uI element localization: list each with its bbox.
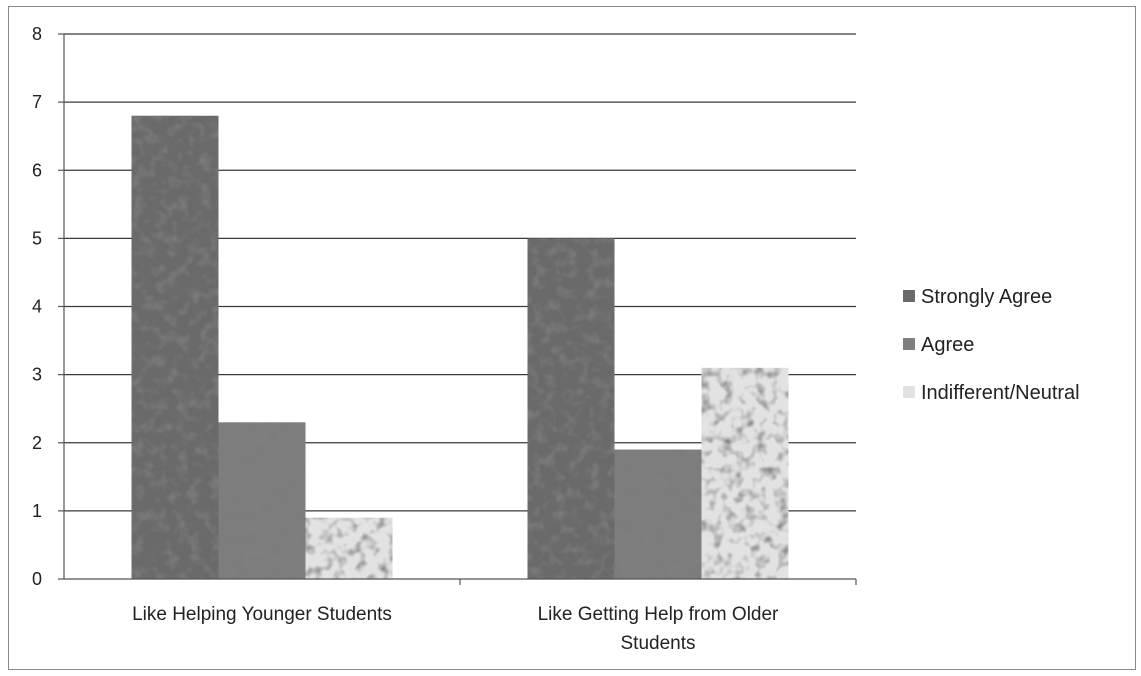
legend-label-strongly-agree: Strongly Agree bbox=[921, 286, 1052, 308]
legend: Strongly Agree Agree Indifferent/Neutral bbox=[903, 286, 1080, 404]
bar-agree-cat1 bbox=[218, 422, 306, 579]
y-tick-label-6: 6 bbox=[32, 160, 42, 180]
x-category-label-2-line-2: Students bbox=[621, 633, 696, 654]
bar-strongly-agree-cat2 bbox=[527, 238, 615, 579]
y-tick-label-1: 1 bbox=[32, 501, 42, 521]
y-tick-label-0: 0 bbox=[32, 569, 42, 589]
bars bbox=[131, 115, 789, 579]
legend-swatch-strongly-agree bbox=[903, 290, 915, 302]
y-tick-label-2: 2 bbox=[32, 433, 42, 453]
y-axis-tick-labels: 0 1 2 3 4 5 6 7 8 bbox=[32, 24, 42, 589]
x-category-label-1-line-1: Like Helping Younger Students bbox=[132, 604, 392, 625]
legend-swatch-indifferent-neutral bbox=[903, 386, 915, 398]
legend-label-agree: Agree bbox=[921, 334, 974, 356]
y-tick-label-5: 5 bbox=[32, 228, 42, 248]
bar-strongly-agree-cat1 bbox=[131, 115, 219, 579]
y-tick-label-4: 4 bbox=[32, 297, 42, 317]
bar-agree-cat2 bbox=[614, 449, 702, 579]
y-tick-label-7: 7 bbox=[32, 92, 42, 112]
legend-swatch-agree bbox=[903, 338, 915, 350]
legend-label-indifferent-neutral: Indifferent/Neutral bbox=[921, 382, 1080, 404]
y-tick-label-8: 8 bbox=[32, 24, 42, 44]
axes bbox=[58, 33, 857, 585]
x-category-label-2-line-1: Like Getting Help from Older bbox=[538, 604, 779, 625]
bar-indifferent-neutral-cat1 bbox=[305, 517, 393, 579]
bar-indifferent-neutral-cat2 bbox=[701, 367, 789, 579]
y-tick-label-3: 3 bbox=[32, 365, 42, 385]
x-axis-category-labels: Like Helping Younger Students Like Gettin… bbox=[132, 604, 779, 654]
